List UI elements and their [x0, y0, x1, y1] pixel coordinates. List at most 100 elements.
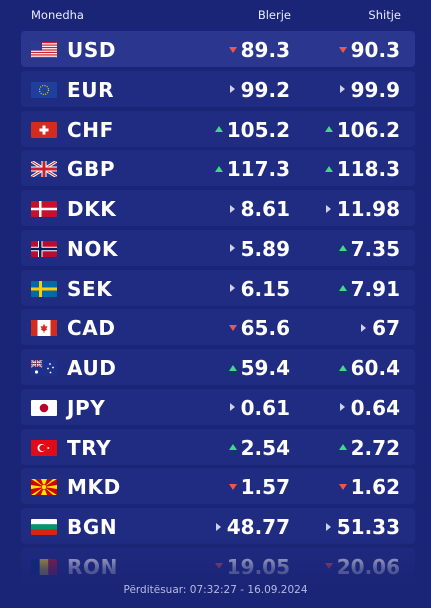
- ro-flag-icon-graphic: [31, 558, 57, 575]
- gb-flag-icon-graphic: [31, 161, 57, 178]
- dk-flag-icon: [31, 201, 57, 217]
- sell-rate: 0.64: [339, 395, 400, 420]
- au-flag-icon: [31, 360, 57, 376]
- sell-rate: 67: [361, 316, 400, 340]
- trend-down-icon: [228, 483, 237, 490]
- buy-rate: 1.57: [228, 475, 290, 499]
- tr-flag-icon-graphic: [31, 439, 57, 456]
- last-updated-text: Përditësuar: 07:32:27 - 16.09.2024: [123, 584, 308, 596]
- trend-down-icon: [338, 483, 347, 490]
- buy-rate: 117.3: [214, 157, 290, 181]
- rate-row-dkk: DKK 8.61 11.98: [21, 190, 415, 226]
- sell-rate-value: 106.2: [336, 117, 400, 142]
- buy-rate-value: 59.4: [240, 356, 290, 380]
- bg-flag-icon-graphic: [31, 519, 57, 535]
- rate-row-chf: CHF 105.2 106.2: [21, 110, 415, 147]
- currency-code: GBP: [67, 157, 116, 182]
- buy-rate-value: 2.54: [240, 435, 290, 460]
- sell-column-header: Shitje: [368, 8, 401, 22]
- rate-row-mkd: MKD 1.57 1.62: [21, 468, 415, 505]
- au-flag-icon-graphic: [31, 360, 57, 376]
- buy-rate: 89.3: [228, 38, 290, 62]
- buy-rate-value: 6.15: [240, 276, 290, 301]
- trend-up-icon: [338, 285, 347, 291]
- sell-rate-value: 99.9: [350, 77, 400, 102]
- sell-rate: 2.72: [338, 435, 400, 460]
- sell-rate: 51.33: [325, 515, 400, 539]
- sell-rate-value: 118.3: [336, 157, 400, 182]
- trend-up-icon: [324, 165, 333, 172]
- sell-rate-value: 90.3: [350, 38, 400, 62]
- currency-code: NOK: [67, 236, 119, 261]
- rate-list: USD 89.3 90.3 EUR 99.2 99.9 CHF 105.2 106.2 GBP 11…: [21, 31, 415, 588]
- sell-rate-value: 0.64: [350, 395, 400, 420]
- buy-rate-value: 89.3: [240, 38, 290, 62]
- mk-flag-icon: [31, 479, 57, 496]
- rate-row-try: TRY 2.54 2.72: [21, 428, 415, 465]
- trend-same-icon: [361, 323, 367, 332]
- us-flag-icon-graphic: [31, 42, 57, 58]
- bg-flag-icon: [31, 519, 57, 535]
- sell-rate-value: 51.33: [336, 515, 400, 539]
- rate-row-eur: EUR 99.2 99.9: [21, 70, 415, 107]
- tr-flag-icon: [31, 439, 57, 456]
- buy-rate: 2.54: [228, 435, 290, 460]
- buy-rate: 5.89: [229, 237, 290, 261]
- rate-row-cad: CAD 65.6 67: [21, 309, 415, 346]
- se-flag-icon: [31, 280, 57, 297]
- currency-code: JPY: [67, 395, 106, 420]
- sell-rate: 1.62: [338, 475, 400, 500]
- trend-same-icon: [339, 403, 345, 412]
- no-flag-icon-graphic: [31, 240, 57, 257]
- sell-rate-value: 1.62: [350, 475, 400, 500]
- currency-code: BGN: [67, 515, 118, 539]
- trend-down-icon: [324, 563, 333, 570]
- trend-up-icon: [214, 165, 223, 172]
- buy-rate: 99.2: [229, 77, 290, 102]
- buy-rate: 105.2: [214, 118, 290, 142]
- eu-flag-icon: [31, 81, 57, 98]
- rate-row-usd: USD 89.3 90.3: [21, 31, 415, 67]
- sell-rate: 20.06: [324, 554, 400, 579]
- currency-column-header: Monedha: [31, 8, 84, 22]
- trend-same-icon: [229, 204, 235, 213]
- sell-rate: 60.4: [338, 356, 400, 380]
- buy-rate: 8.61: [229, 197, 290, 221]
- trend-up-icon: [338, 245, 347, 252]
- trend-up-icon: [228, 364, 237, 371]
- us-flag-icon: [31, 42, 57, 58]
- buy-rate-value: 99.2: [240, 77, 290, 102]
- buy-rate-value: 19.05: [226, 554, 290, 579]
- buy-rate-value: 65.6: [240, 316, 290, 341]
- eu-flag-icon-graphic: [31, 81, 57, 98]
- sell-rate-value: 2.72: [350, 435, 400, 460]
- rate-row-nok: NOK 5.89 7.35: [21, 229, 415, 266]
- currency-code: CAD: [67, 316, 116, 341]
- sell-rate-value: 60.4: [350, 356, 400, 380]
- trend-down-icon: [228, 46, 237, 53]
- trend-same-icon: [339, 85, 345, 94]
- sell-rate: 11.98: [325, 197, 400, 221]
- rate-row-gbp: GBP 117.3 118.3: [21, 150, 415, 187]
- rate-row-ron: RON 19.05 20.06: [21, 547, 415, 584]
- gb-flag-icon: [31, 161, 57, 178]
- rate-row-jpy: JPY 0.61 0.64: [21, 388, 415, 425]
- no-flag-icon: [31, 240, 57, 257]
- jp-flag-icon-graphic: [31, 399, 57, 416]
- currency-code: CHF: [67, 117, 114, 142]
- buy-rate: 0.61: [229, 396, 290, 420]
- trend-up-icon: [338, 364, 347, 371]
- sell-rate: 90.3: [338, 38, 400, 62]
- sell-rate-value: 20.06: [336, 554, 400, 579]
- rate-row-bgn: BGN 48.77 51.33: [21, 508, 415, 544]
- trend-up-icon: [324, 126, 333, 132]
- buy-rate: 65.6: [228, 316, 290, 341]
- currency-code: AUD: [67, 356, 117, 380]
- trend-down-icon: [228, 324, 237, 331]
- rate-row-aud: AUD 59.4 60.4: [21, 349, 415, 385]
- table-header: Monedha Blerje Shitje: [0, 0, 431, 30]
- currency-code: USD: [67, 38, 117, 62]
- buy-rate: 48.77: [215, 515, 290, 539]
- sell-rate-value: 7.91: [350, 276, 400, 301]
